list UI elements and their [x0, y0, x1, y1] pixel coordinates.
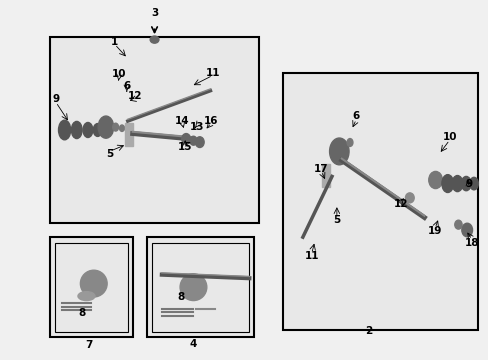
- Text: 1: 1: [111, 37, 118, 48]
- Text: 10: 10: [442, 132, 456, 142]
- Ellipse shape: [150, 36, 159, 43]
- Ellipse shape: [461, 223, 471, 237]
- Text: 11: 11: [205, 68, 220, 78]
- Bar: [147, 237, 254, 337]
- Text: 7: 7: [85, 340, 92, 350]
- Ellipse shape: [454, 220, 461, 229]
- Ellipse shape: [78, 292, 95, 301]
- Ellipse shape: [468, 177, 477, 190]
- Text: 2: 2: [365, 327, 372, 337]
- Text: 17: 17: [313, 163, 328, 174]
- Ellipse shape: [460, 176, 470, 191]
- Bar: [125, 123, 132, 146]
- Text: 9: 9: [465, 179, 472, 189]
- Text: 6: 6: [123, 81, 130, 91]
- Ellipse shape: [346, 139, 352, 147]
- Text: 16: 16: [204, 116, 218, 126]
- Text: 5: 5: [333, 215, 340, 225]
- Text: 18: 18: [464, 238, 478, 248]
- Text: 12: 12: [393, 199, 407, 209]
- Bar: [50, 37, 259, 223]
- Bar: [152, 243, 249, 332]
- Ellipse shape: [80, 270, 107, 297]
- Text: 14: 14: [175, 116, 189, 126]
- Bar: [55, 243, 127, 332]
- Ellipse shape: [59, 120, 71, 140]
- Text: 13: 13: [190, 122, 204, 132]
- Text: 15: 15: [178, 142, 192, 152]
- Ellipse shape: [98, 116, 114, 138]
- Ellipse shape: [182, 134, 190, 144]
- Bar: [50, 237, 132, 337]
- Ellipse shape: [329, 138, 348, 165]
- Ellipse shape: [71, 121, 82, 139]
- Ellipse shape: [428, 171, 442, 189]
- Ellipse shape: [451, 176, 462, 192]
- Text: 11: 11: [304, 251, 318, 261]
- Text: 5: 5: [105, 149, 113, 159]
- Bar: [322, 164, 329, 187]
- Ellipse shape: [189, 136, 197, 145]
- Ellipse shape: [83, 122, 93, 138]
- Text: 19: 19: [427, 226, 441, 236]
- Ellipse shape: [180, 274, 206, 301]
- Text: 3: 3: [151, 8, 158, 18]
- Ellipse shape: [405, 193, 413, 203]
- Ellipse shape: [441, 175, 453, 193]
- Ellipse shape: [124, 125, 128, 131]
- Ellipse shape: [195, 137, 203, 148]
- Bar: [283, 73, 477, 330]
- Text: 9: 9: [52, 94, 59, 104]
- Text: 12: 12: [127, 91, 142, 101]
- Ellipse shape: [119, 125, 124, 131]
- Text: 10: 10: [112, 69, 126, 79]
- Ellipse shape: [93, 123, 102, 136]
- Text: 6: 6: [352, 111, 359, 121]
- Ellipse shape: [113, 123, 118, 131]
- Text: 8: 8: [177, 292, 184, 302]
- Text: 8: 8: [78, 308, 85, 318]
- Text: 4: 4: [189, 339, 197, 349]
